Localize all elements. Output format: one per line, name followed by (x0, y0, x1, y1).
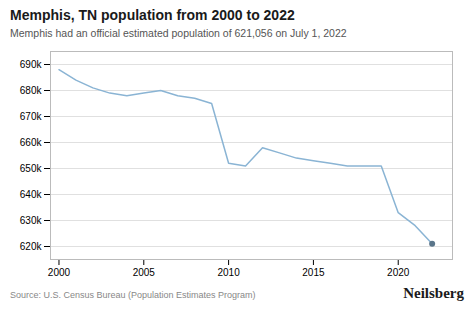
svg-text:670k: 670k (20, 111, 43, 122)
svg-text:650k: 650k (20, 163, 43, 174)
svg-text:620k: 620k (20, 241, 43, 252)
svg-text:690k: 690k (20, 59, 43, 70)
svg-text:680k: 680k (20, 85, 43, 96)
html-text:Source: U.S. Census Bureau (Po: Source: U.S. Census Bureau (Population E… (10, 290, 256, 300)
html-text:Memphis had an official estima: Memphis had an official estimated popula… (10, 27, 347, 39)
svg-text:630k: 630k (20, 215, 43, 226)
svg-text:2010: 2010 (217, 267, 240, 278)
svg-text:640k: 640k (20, 189, 43, 200)
svg-text:2015: 2015 (302, 267, 325, 278)
svg-text:2020: 2020 (387, 267, 410, 278)
svg-text:2000: 2000 (48, 267, 71, 278)
html-text:Neilsberg: Neilsberg (403, 285, 464, 301)
svg-text:2005: 2005 (133, 267, 156, 278)
html-text:Memphis, TN population from 20: Memphis, TN population from 2000 to 2022 (10, 7, 295, 23)
svg-text:660k: 660k (20, 137, 43, 148)
